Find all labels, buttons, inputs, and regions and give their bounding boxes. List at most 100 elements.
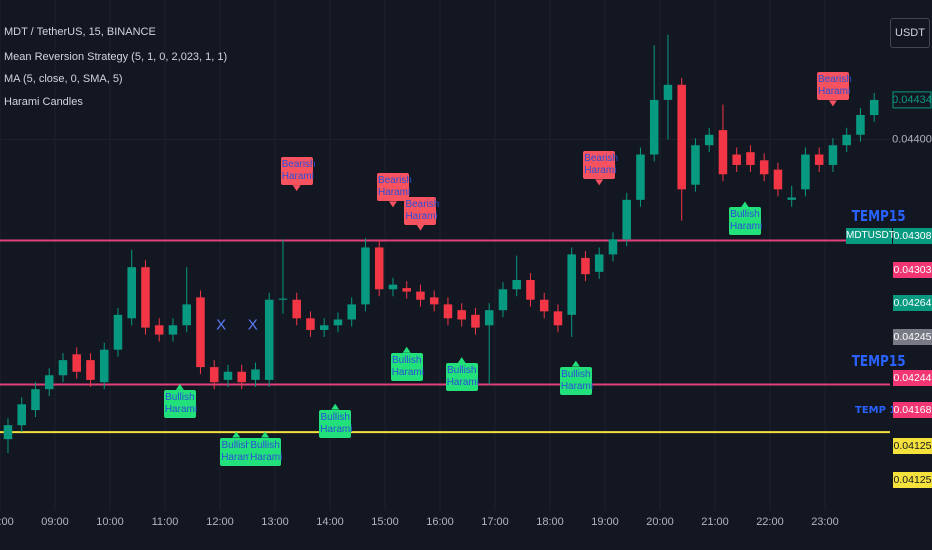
candle-body — [704, 134, 714, 146]
candle-body — [223, 371, 233, 380]
price-tag: 0.04308 — [893, 228, 932, 244]
annotation-pointer — [232, 431, 241, 438]
candle-body — [801, 154, 810, 190]
candle-body — [842, 134, 851, 146]
candle-body — [539, 299, 549, 312]
candle-body — [237, 371, 246, 383]
candle-body — [31, 389, 40, 411]
x-tick-label: 13:00 — [261, 516, 289, 528]
x-tick-label: 18:00 — [536, 516, 564, 528]
annotation-label: Bullish Harami — [445, 363, 479, 392]
x-tick-label: 11:00 — [152, 516, 179, 528]
annotation-label: Bearish Harami — [816, 72, 852, 101]
annotation-pointer — [261, 431, 270, 438]
candle-body — [581, 257, 590, 275]
x-tick-label: 23:00 — [811, 516, 839, 528]
annotation-pointer — [595, 179, 604, 186]
annotation-pointer — [828, 100, 837, 107]
annotation-pointer — [331, 403, 340, 410]
last-price-label: 0.04434 — [892, 94, 932, 106]
candle-body — [746, 152, 755, 165]
annotation-pointer — [416, 224, 425, 231]
price-tag: 0.04244 — [893, 370, 932, 386]
annotation-label: Bullish Harami — [390, 352, 424, 381]
candle-body — [498, 289, 508, 311]
price-tag: 0.04125 — [893, 438, 932, 454]
candle-body — [553, 311, 563, 326]
signal-marker: X — [216, 316, 226, 333]
candle-body — [677, 84, 686, 190]
candle-body — [154, 325, 164, 335]
annotation-pointer — [571, 360, 580, 367]
candle-body — [429, 297, 439, 305]
x-tick-label: 17:00 — [481, 516, 509, 528]
signal-marker: X — [248, 316, 258, 333]
candle-body — [869, 99, 879, 116]
candle-body — [484, 310, 494, 326]
candle-body — [388, 284, 398, 290]
annotation-label: Bearish Harami — [404, 196, 439, 225]
annotation-pointer — [388, 201, 397, 208]
candle-body — [732, 154, 741, 165]
level-label: TEMP 1H — [855, 405, 905, 417]
annotation-label: Bearish Harami — [583, 151, 618, 180]
candle-body — [374, 247, 384, 290]
annotation-label: Bullish Harami — [220, 437, 253, 466]
price-tag: 0.04303 — [893, 262, 932, 278]
x-tick-label: 19:00 — [591, 516, 619, 528]
candle-body — [622, 199, 631, 240]
candle-body — [58, 360, 68, 376]
annotation-label: Bearish Harami — [280, 157, 316, 186]
annotation-label: Bullish Harami — [319, 409, 352, 438]
candle-body — [636, 154, 645, 200]
x-tick-label: 16:00 — [426, 516, 454, 528]
price-tag: 0.04264 — [893, 295, 932, 311]
price-tag: 0.04245 — [893, 329, 932, 345]
annotation-label: Bullish Harami — [249, 437, 282, 466]
candle-body — [416, 291, 425, 300]
candle-body — [141, 267, 150, 328]
annotation-pointer — [740, 201, 749, 208]
x-tick-label: 15:00 — [371, 516, 399, 528]
candle-body — [608, 239, 618, 255]
candle-body — [787, 197, 796, 200]
x-tick-label: 21:00 — [701, 516, 729, 528]
x-tick-label: 14:00 — [316, 516, 344, 528]
last-price-tag — [892, 91, 932, 109]
candle-body — [828, 145, 838, 165]
candle-body — [443, 304, 453, 319]
candle-body — [567, 254, 576, 315]
candle-body — [649, 99, 659, 155]
candle-body — [814, 154, 824, 165]
candle-body — [264, 299, 274, 380]
candle-body — [292, 299, 301, 319]
indicator-legend[interactable]: Mean Reversion Strategy (5, 1, 0, 2,023,… — [4, 51, 228, 63]
indicator-legend[interactable]: Harami Candles — [4, 96, 83, 108]
candle-body — [319, 325, 329, 330]
candle-body — [86, 360, 95, 380]
x-tick-label: 10:00 — [96, 516, 124, 528]
indicator-legend[interactable]: MA (5, close, 0, SMA, 5) — [4, 73, 123, 85]
x-tick-label: 20:00 — [646, 516, 674, 528]
candle-body — [347, 304, 356, 320]
annotation-label: Bearish Harami — [376, 173, 412, 202]
candle-body — [333, 319, 343, 326]
candle-body — [718, 130, 728, 175]
candle-body — [17, 404, 26, 426]
candle-body — [278, 298, 288, 300]
candle-body — [512, 279, 521, 290]
candle-body — [691, 145, 700, 185]
candle-body — [127, 267, 136, 319]
candle-body — [526, 279, 535, 300]
candle-body — [663, 84, 673, 100]
price-tag: 0.04125 — [893, 472, 932, 488]
candle-body — [759, 160, 769, 175]
candle-body — [196, 297, 205, 368]
price-tag: 0.04168 — [893, 402, 932, 418]
currency-button[interactable]: USDT — [890, 18, 930, 48]
candle-body — [773, 169, 783, 190]
candle-body — [44, 375, 54, 390]
annotation-label: Bullish Harami — [163, 389, 197, 418]
candle-body — [361, 247, 370, 305]
